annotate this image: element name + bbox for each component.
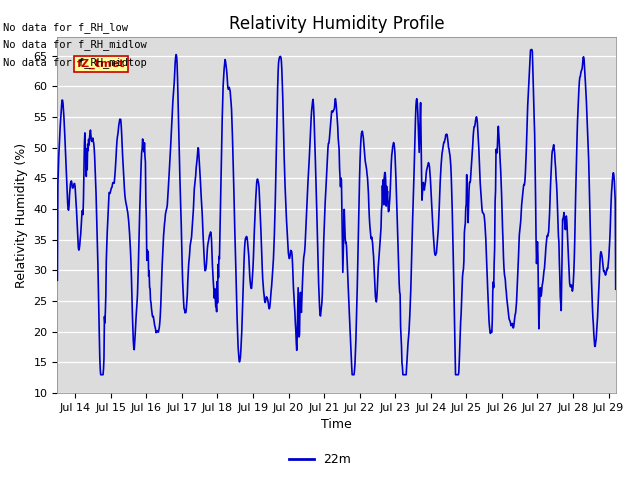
Text: No data for f_RH_low: No data for f_RH_low <box>3 22 128 33</box>
Text: fZ_tmet: fZ_tmet <box>77 59 125 69</box>
Text: No data for f_RH_midtop: No data for f_RH_midtop <box>3 57 147 68</box>
Text: No data for f_RH_midlow: No data for f_RH_midlow <box>3 39 147 50</box>
Legend: 22m: 22m <box>284 448 356 471</box>
Title: Relativity Humidity Profile: Relativity Humidity Profile <box>228 15 444 33</box>
X-axis label: Time: Time <box>321 419 352 432</box>
Y-axis label: Relativity Humidity (%): Relativity Humidity (%) <box>15 143 28 288</box>
